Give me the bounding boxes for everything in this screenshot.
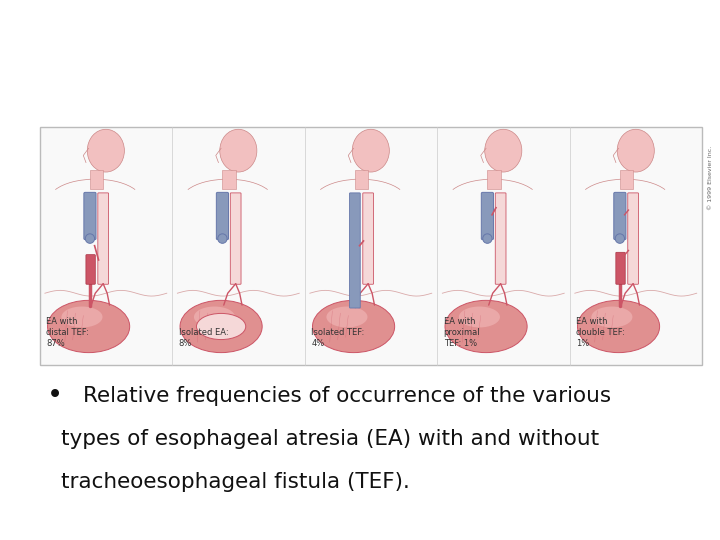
Ellipse shape <box>194 307 235 327</box>
Ellipse shape <box>485 129 522 172</box>
Bar <box>40 127 702 364</box>
Bar <box>90 170 103 188</box>
Ellipse shape <box>87 129 125 172</box>
Text: •: • <box>47 383 63 409</box>
Text: Isolated EA:
8%: Isolated EA: 8% <box>179 328 228 348</box>
FancyBboxPatch shape <box>216 192 228 240</box>
FancyBboxPatch shape <box>86 255 95 284</box>
Ellipse shape <box>459 307 500 327</box>
FancyBboxPatch shape <box>628 193 639 284</box>
Text: types of esophageal atresia (EA) with and without: types of esophageal atresia (EA) with an… <box>61 429 599 449</box>
Ellipse shape <box>326 307 367 327</box>
FancyBboxPatch shape <box>230 193 241 284</box>
Ellipse shape <box>482 234 492 244</box>
Ellipse shape <box>197 313 246 340</box>
Ellipse shape <box>445 300 527 353</box>
Ellipse shape <box>577 300 660 353</box>
Text: tracheoesophageal fistula (TEF).: tracheoesophageal fistula (TEF). <box>61 472 410 492</box>
Ellipse shape <box>615 234 624 244</box>
Bar <box>222 170 235 188</box>
Ellipse shape <box>61 307 102 327</box>
Ellipse shape <box>180 300 262 353</box>
FancyBboxPatch shape <box>98 193 109 284</box>
Bar <box>487 170 500 188</box>
Text: EA with
proximal
TEF: 1%: EA with proximal TEF: 1% <box>444 316 480 348</box>
FancyBboxPatch shape <box>363 193 374 284</box>
Ellipse shape <box>217 234 227 244</box>
Text: EA with
double TEF:
1%: EA with double TEF: 1% <box>576 316 625 348</box>
Text: Isolated TEF:
4%: Isolated TEF: 4% <box>311 328 364 348</box>
Ellipse shape <box>352 129 390 172</box>
Ellipse shape <box>85 234 94 244</box>
Bar <box>620 170 633 188</box>
Text: © 1999 Elsevier Inc.: © 1999 Elsevier Inc. <box>708 146 713 210</box>
FancyBboxPatch shape <box>495 193 506 284</box>
Ellipse shape <box>48 300 130 353</box>
Bar <box>355 170 368 188</box>
Text: Relative frequencies of occurrence of the various: Relative frequencies of occurrence of th… <box>83 386 611 406</box>
FancyBboxPatch shape <box>84 192 96 240</box>
Ellipse shape <box>220 129 257 172</box>
Ellipse shape <box>617 129 654 172</box>
FancyBboxPatch shape <box>349 193 360 308</box>
Ellipse shape <box>591 307 632 327</box>
FancyBboxPatch shape <box>616 252 625 284</box>
Ellipse shape <box>312 300 395 353</box>
FancyBboxPatch shape <box>481 192 493 240</box>
Text: EA with
distal TEF:
87%: EA with distal TEF: 87% <box>46 316 89 348</box>
FancyBboxPatch shape <box>613 192 626 240</box>
